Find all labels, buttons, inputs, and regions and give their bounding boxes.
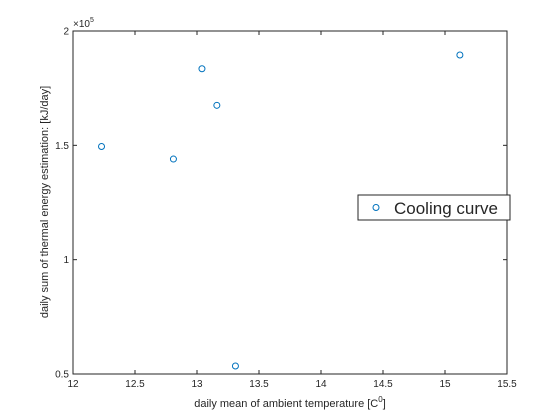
x-tick-label: 15 xyxy=(439,379,451,390)
legend-label: Cooling curve xyxy=(394,199,498,218)
x-tick-label: 14.5 xyxy=(373,379,393,390)
x-tick-label: 13 xyxy=(191,379,203,390)
x-axis-label: daily mean of ambient temperature [C0] xyxy=(194,395,386,410)
x-tick: 13 xyxy=(191,31,203,390)
x-tick: 12.5 xyxy=(125,31,145,390)
y-axis-multiplier: ×105 xyxy=(73,17,94,30)
x-tick-label: 13.5 xyxy=(249,379,269,390)
data-points xyxy=(98,51,464,370)
data-point xyxy=(456,51,464,59)
data-point xyxy=(98,142,106,150)
x-tick: 15.5 xyxy=(497,31,517,390)
x-tick: 13.5 xyxy=(249,31,269,390)
legend-marker xyxy=(372,204,380,211)
legend-box xyxy=(357,194,511,221)
x-tick-label: 15.5 xyxy=(497,379,517,390)
data-point xyxy=(169,155,177,163)
data-point xyxy=(198,65,206,73)
y-axis-label: daily sum of thermal energy estimation: … xyxy=(39,86,51,318)
x-tick: 14.5 xyxy=(373,31,393,390)
x-tick-label: 12.5 xyxy=(125,379,145,390)
x-tick: 12 xyxy=(67,31,79,390)
y-tick: 2 xyxy=(63,27,507,38)
y-tick-label: 1.5 xyxy=(55,141,69,152)
y-tick: 0.5 xyxy=(55,370,507,381)
data-point xyxy=(213,101,221,109)
y-axis-ticks: 0.5 1 1.5 2 xyxy=(55,27,507,381)
data-point xyxy=(231,362,239,370)
y-tick-label: 1 xyxy=(63,255,69,266)
y-tick: 1 xyxy=(63,255,507,266)
x-tick: 14 xyxy=(315,31,327,390)
x-tick-label: 12 xyxy=(67,379,79,390)
x-tick-label: 14 xyxy=(315,379,327,390)
x-axis-ticks: 12 12.5 13 13.5 14 14.5 15 15.5 xyxy=(67,31,517,390)
y-tick-label: 2 xyxy=(63,27,69,38)
x-tick: 15 xyxy=(439,31,451,390)
y-tick-label: 0.5 xyxy=(55,370,69,381)
legend: Cooling curve xyxy=(357,194,511,221)
y-tick: 1.5 xyxy=(55,141,507,152)
